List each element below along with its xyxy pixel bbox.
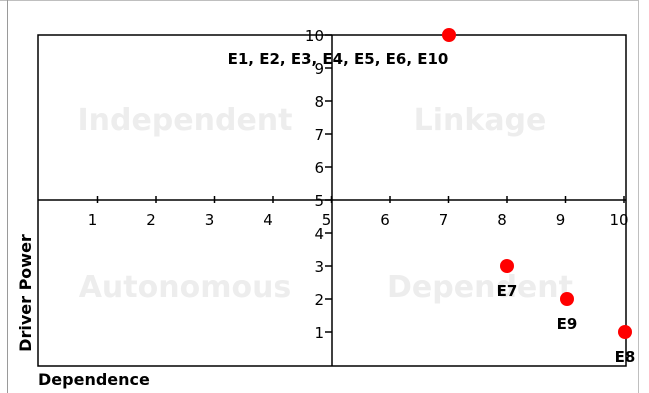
x-axis-ticks: 1 2 3 4 5 6 7 8 9 10	[88, 196, 629, 229]
quadrant-labels: Independent Linkage Autonomous Dependent	[77, 103, 573, 305]
quadrant-label-dependent: Dependent	[387, 270, 573, 305]
data-point-marker	[618, 325, 632, 339]
x-tick-label: 3	[205, 211, 215, 229]
x-tick-label: 6	[380, 211, 390, 229]
y-tick-label: 7	[314, 126, 324, 144]
data-point-marker	[560, 292, 574, 306]
x-axis-title: Dependence	[38, 370, 150, 389]
y-tick-label: 10	[305, 27, 324, 45]
y-tick-label: 9	[314, 60, 324, 78]
y-tick-label: 1	[314, 324, 324, 342]
y-axis-title: Driver Power	[16, 234, 35, 352]
data-point-label: E1, E2, E3, E4, E5, E6, E10	[228, 50, 449, 68]
x-tick-label: 9	[556, 211, 566, 229]
x-tick-label: 4	[263, 211, 273, 229]
x-tick-label: 5	[322, 211, 332, 229]
y-tick-label: 4	[314, 225, 324, 243]
data-point-label: E9	[557, 315, 578, 333]
quadrant-label-linkage: Linkage	[414, 103, 547, 138]
quadrant-label-autonomous: Autonomous	[79, 270, 292, 305]
y-tick-label: 8	[314, 93, 324, 111]
x-tick-label: 7	[439, 211, 449, 229]
y-tick-label: 3	[314, 258, 324, 276]
frame-top-border	[0, 0, 639, 1]
x-tick-label: 10	[609, 211, 628, 229]
y-tick-label: 2	[314, 291, 324, 309]
y-tick-label: 5	[314, 192, 324, 210]
data-points: E1, E2, E3, E4, E5, E6, E10 E7 E9 E8	[228, 28, 636, 366]
x-tick-label: 8	[497, 211, 507, 229]
y-tick-label: 6	[314, 159, 324, 177]
frame-right-border	[638, 0, 639, 393]
data-point-marker	[500, 259, 514, 273]
x-tick-label: 2	[146, 211, 156, 229]
quadrant-label-independent: Independent	[77, 103, 292, 138]
data-point-label: E7	[497, 282, 518, 300]
data-point-marker	[442, 28, 456, 42]
frame-left-border	[7, 0, 8, 393]
data-point-label: E8	[615, 348, 636, 366]
x-tick-label: 1	[88, 211, 98, 229]
